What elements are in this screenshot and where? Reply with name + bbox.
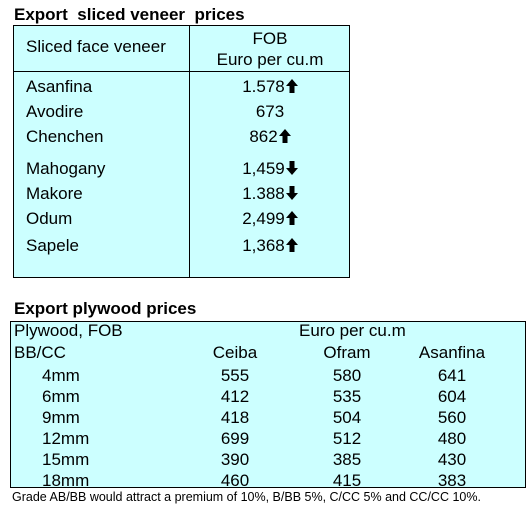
plywood-column-header: Asanfina: [418, 343, 486, 362]
veneer-row: Sapele 1,368: [14, 236, 349, 260]
veneer-header-fob: FOB: [252, 29, 288, 48]
plywood-thickness: 12mm: [42, 429, 90, 448]
arrow-up-icon: [285, 79, 298, 93]
price-cell: 2,499: [190, 209, 350, 229]
plywood-price: 460: [220, 471, 250, 490]
species-name: Odum: [26, 209, 73, 228]
price-value: 1.388: [242, 184, 285, 203]
plywood-price: 418: [220, 408, 250, 427]
plywood-header-grade: BB/CC: [14, 343, 66, 362]
veneer-row: Avodire 673: [14, 102, 349, 126]
plywood-table: Plywood, FOB Euro per cu.m BB/CC Ceiba Of…: [10, 321, 526, 490]
species-name: Makore: [26, 184, 83, 203]
veneer-header-price: FOB Euro per cu.m: [190, 28, 350, 70]
price-value: 673: [255, 102, 285, 121]
veneer-row: Makore 1.388: [14, 184, 349, 208]
price-value: 1,459: [242, 159, 285, 178]
species-name: Chenchen: [26, 127, 104, 146]
plywood-header-product: Plywood, FOB: [14, 321, 123, 340]
species-name: Asanfina: [26, 77, 93, 96]
species-name: Avodire: [26, 102, 84, 121]
plywood-price: 383: [437, 471, 467, 490]
plywood-thickness: 18mm: [42, 471, 90, 490]
plywood-price: 504: [332, 408, 362, 427]
plywood-thickness: 6mm: [42, 387, 80, 406]
plywood-price: 535: [332, 387, 362, 406]
arrow-up-icon: [278, 129, 291, 143]
price-value: 1.578: [242, 77, 285, 96]
price-cell: 1,459: [190, 159, 350, 179]
species-name: Sapele: [26, 236, 79, 255]
species-name: Mahogany: [26, 159, 106, 178]
plywood-price: 415: [332, 471, 362, 490]
plywood-price: 512: [332, 429, 362, 448]
veneer-header-product: Sliced face veneer: [26, 37, 166, 56]
price-cell: 1.388: [190, 184, 350, 204]
plywood-price: 641: [437, 366, 467, 385]
plywood-thickness: 15mm: [42, 450, 90, 469]
price-cell: 1,368: [190, 236, 350, 256]
arrow-up-icon: [285, 238, 298, 252]
veneer-row: Odum 2,499: [14, 209, 349, 233]
veneer-row: Asanfina 1.578: [14, 77, 349, 101]
price-cell: 1.578: [190, 77, 350, 97]
plywood-header-unit: Euro per cu.m: [299, 321, 406, 340]
price-value: 2,499: [242, 209, 285, 228]
plywood-price: 604: [437, 387, 467, 406]
column-divider: [189, 26, 190, 277]
veneer-table: Sliced face veneer FOB Euro per cu.m Asa…: [13, 25, 350, 278]
plywood-price: 699: [220, 429, 250, 448]
arrow-down-icon: [285, 161, 298, 175]
plywood-price: 480: [437, 429, 467, 448]
price-value: 1,368: [242, 236, 285, 255]
plywood-thickness: 9mm: [42, 408, 80, 427]
veneer-title: Export sliced veneer prices: [14, 5, 245, 24]
arrow-up-icon: [285, 211, 298, 225]
plywood-title: Export plywood prices: [14, 299, 197, 318]
plywood-price: 580: [332, 366, 362, 385]
price-cell: 862: [190, 127, 350, 147]
plywood-column-header: Ceiba: [212, 343, 258, 362]
plywood-price: 412: [220, 387, 250, 406]
veneer-header-unit: Euro per cu.m: [216, 50, 324, 69]
header-divider: [14, 71, 349, 72]
plywood-price: 430: [437, 450, 467, 469]
veneer-row: Chenchen 862: [14, 127, 349, 151]
plywood-column-header: Ofram: [323, 343, 371, 362]
grade-premium-note: Grade AB/BB would attract a premium of 1…: [12, 490, 481, 504]
plywood-price: 385: [332, 450, 362, 469]
price-cell: 673: [190, 102, 350, 122]
plywood-price: 555: [220, 366, 250, 385]
arrow-down-icon: [285, 186, 298, 200]
plywood-price: 560: [437, 408, 467, 427]
veneer-row: Mahogany 1,459: [14, 159, 349, 183]
price-value: 862: [249, 127, 278, 146]
plywood-price: 390: [220, 450, 250, 469]
plywood-thickness: 4mm: [42, 366, 80, 385]
